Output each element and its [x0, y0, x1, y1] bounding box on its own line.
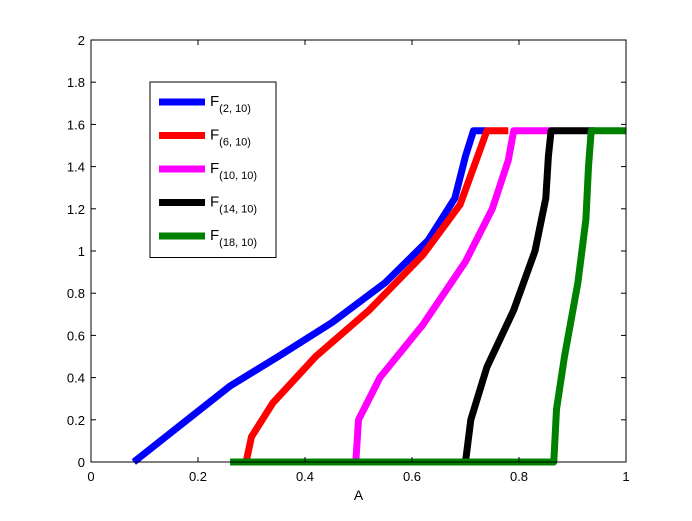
series-line-2	[352, 127, 552, 463]
x-tick-label: 0.8	[510, 469, 528, 484]
x-tick-label: 1	[622, 469, 629, 484]
tick-layer: 0 0.2 0.4 0.6 0.8 1 0 0.2 0.4 0.6 0.8 1 1.2 1.4 1.6 1.8…	[67, 33, 630, 484]
x-axis-label: A	[354, 487, 364, 503]
legend-label-2: F(10, 10)	[210, 160, 257, 182]
series-line-1	[242, 127, 509, 463]
y-tick-label: 1	[78, 244, 85, 259]
x-tick-label: 0.4	[296, 469, 314, 484]
series-line-3	[462, 127, 594, 463]
y-tick-label: 0.8	[67, 286, 85, 301]
y-tick-label: 0.2	[67, 413, 85, 428]
series-line-4	[230, 127, 626, 466]
x-tick-label: 0.2	[189, 469, 207, 484]
legend-label-0: F(2, 10)	[210, 93, 251, 115]
series-line-0	[131, 127, 487, 465]
legend: F(2, 10) F(6, 10) F(10, 10) F(14, 10) F(18, …	[149, 81, 277, 258]
x-tick-label: 0	[87, 469, 94, 484]
y-tick-label: 1.2	[67, 202, 85, 217]
series-layer	[131, 127, 626, 466]
x-tick-label: 0.6	[403, 469, 421, 484]
y-tick-label: 2	[78, 33, 85, 48]
legend-label-3: F(14, 10)	[210, 194, 257, 216]
y-tick-label: 0	[78, 455, 85, 470]
legend-label-1: F(6, 10)	[210, 127, 251, 149]
legend-label-4: F(18, 10)	[210, 227, 257, 249]
y-tick-label: 1.4	[67, 160, 85, 175]
y-tick-label: 0.4	[67, 371, 85, 386]
y-tick-label: 1.8	[67, 75, 85, 90]
y-tick-label: 0.6	[67, 328, 85, 343]
y-tick-label: 1.6	[67, 117, 85, 132]
